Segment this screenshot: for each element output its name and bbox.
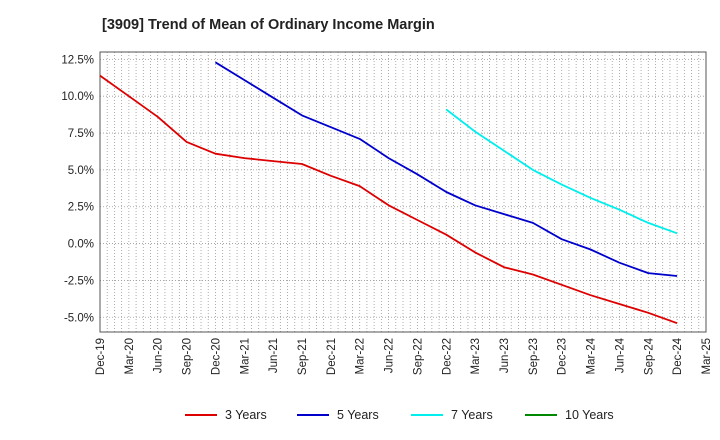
x-tick-label: Jun-22: [384, 338, 396, 373]
y-tick-label: 7.5%: [68, 128, 94, 140]
x-tick-label: Dec-20: [210, 338, 222, 375]
series-line: [445, 108, 678, 235]
x-tick-label: Mar-23: [470, 338, 482, 374]
x-tick-label: Mar-24: [586, 337, 598, 374]
x-tick-label: Mar-21: [239, 338, 251, 374]
y-tick-label: 5.0%: [68, 165, 94, 177]
series-line: [99, 74, 678, 325]
x-tick-label: Jun-24: [614, 337, 626, 373]
x-tick-label: Sep-24: [643, 337, 655, 375]
x-tick-label: Jun-20: [153, 338, 165, 373]
x-tick-label: Dec-21: [326, 338, 338, 375]
legend: 3 Years 5 Years 7 Years 10 Years: [185, 408, 614, 422]
y-tick-label: -5.0%: [64, 312, 94, 324]
x-tick-label: Dec-24: [672, 337, 684, 375]
series-line: [214, 61, 678, 277]
x-tick-label: Mar-20: [124, 338, 136, 374]
x-tick-label: Jun-21: [268, 338, 280, 373]
x-axis-labels: Dec-19 Mar-20 Jun-20 Sep-20 Dec-20 Mar-21 Jun-…: [95, 337, 713, 375]
x-tick-label: Sep-21: [297, 338, 309, 375]
y-axis-labels: 12.5% 10.0% 7.5% 5.0% 2.5% 0.0% -2.5% -5.0%: [61, 54, 94, 324]
x-tick-label: Sep-23: [528, 338, 540, 375]
x-tick-label: Jun-23: [499, 338, 511, 373]
x-tick-label: Dec-23: [557, 338, 569, 375]
chart-title: [3909] Trend of Mean of Ordinary Income …: [102, 17, 435, 33]
legend-label: 10 Years: [565, 408, 614, 422]
legend-label: 5 Years: [337, 408, 379, 422]
series-lines: [99, 61, 678, 325]
x-tick-label: Mar-25: [701, 338, 713, 374]
legend-label: 3 Years: [225, 408, 267, 422]
grid-lines: [100, 52, 706, 332]
x-tick-label: Dec-19: [95, 338, 107, 375]
x-tick-label: Dec-22: [441, 338, 453, 375]
y-tick-label: -2.5%: [64, 275, 94, 287]
y-tick-label: 10.0%: [61, 91, 94, 103]
legend-label: 7 Years: [451, 408, 493, 422]
y-tick-label: 2.5%: [68, 202, 94, 214]
plot-area: [99, 51, 707, 333]
x-tick-label: Mar-22: [355, 338, 367, 374]
x-tick-label: Sep-22: [412, 338, 424, 375]
y-tick-label: 12.5%: [61, 54, 94, 66]
x-tick-label: Sep-20: [182, 338, 194, 375]
y-tick-label: 0.0%: [68, 239, 94, 251]
